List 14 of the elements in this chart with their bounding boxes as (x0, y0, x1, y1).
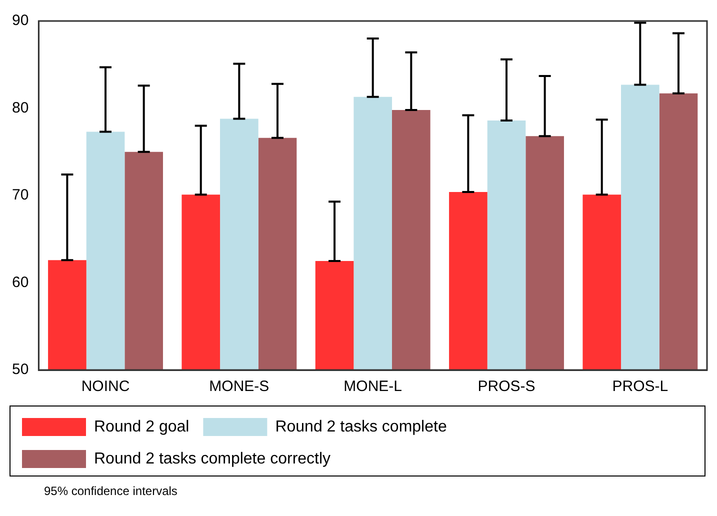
y-tick-label: 90 (12, 12, 29, 30)
text: 95% confidence intervals (44, 484, 178, 498)
y-tick-label: 60 (12, 274, 29, 291)
legend-label: Round 2 tasks complete correctly (94, 450, 331, 468)
legend-label: Round 2 goal (94, 418, 190, 436)
x-tick-label: NOINC (81, 378, 130, 396)
legend-label: Round 2 tasks complete (275, 418, 447, 436)
x-tick-label: MONE-S (209, 378, 270, 396)
y-tick-label: 80 (12, 99, 29, 116)
x-tick-label: MONE-L (344, 378, 402, 396)
x-tick-label: PROS-S (478, 378, 536, 396)
x-tick-label: PROS-L (612, 378, 668, 396)
y-tick-label: 50 (12, 361, 29, 378)
y-tick-label: 70 (12, 186, 29, 204)
